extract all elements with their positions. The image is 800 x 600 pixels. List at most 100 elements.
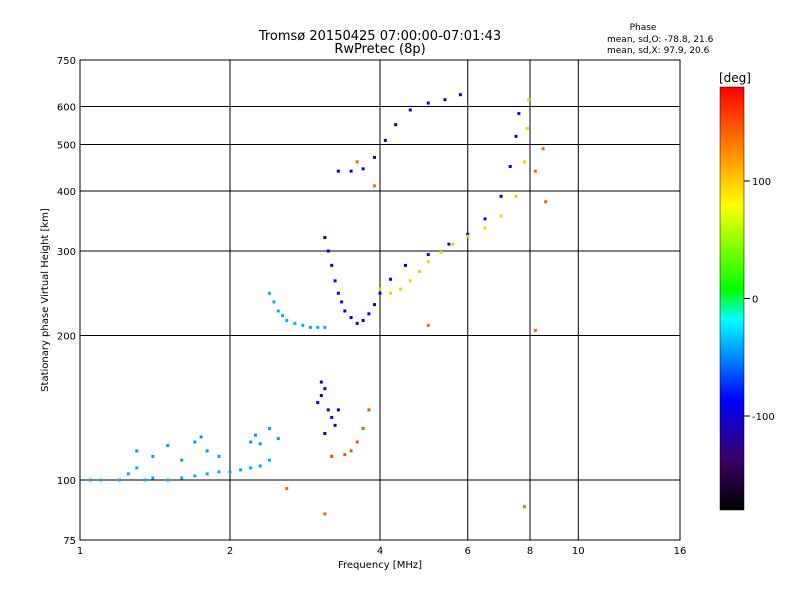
data-point — [330, 263, 334, 267]
data-point — [135, 449, 139, 453]
data-point — [389, 277, 393, 281]
data-point — [293, 321, 297, 325]
data-point — [389, 291, 393, 295]
data-point — [143, 478, 147, 482]
data-point — [166, 444, 170, 448]
data-point — [267, 427, 271, 431]
data-point — [355, 160, 359, 164]
data-point — [330, 415, 334, 419]
data-point — [403, 263, 407, 267]
data-point — [527, 98, 531, 102]
data-point — [276, 309, 280, 313]
x-tick-label: 4 — [377, 546, 383, 557]
data-point — [193, 440, 197, 444]
data-point — [514, 134, 518, 138]
data-point — [239, 468, 243, 472]
data-point — [323, 325, 327, 329]
data-point — [151, 454, 155, 458]
data-point — [126, 472, 130, 476]
y-tick-label: 300 — [57, 247, 76, 258]
data-point — [217, 454, 221, 458]
data-point — [349, 449, 353, 453]
x-tick-label: 1 — [77, 546, 83, 557]
data-point — [180, 476, 184, 480]
data-point — [367, 312, 371, 316]
data-point — [394, 123, 398, 127]
data-point — [193, 474, 197, 478]
plot-frame — [79, 59, 681, 541]
x-tick-label: 10 — [572, 546, 585, 557]
data-point — [323, 236, 327, 240]
data-point — [373, 303, 377, 307]
data-point — [523, 160, 527, 164]
data-point — [426, 260, 430, 264]
data-point — [408, 279, 412, 283]
data-point — [383, 138, 387, 142]
data-point — [301, 323, 305, 327]
data-point — [451, 242, 455, 246]
data-point — [258, 442, 262, 446]
data-point — [378, 291, 382, 295]
data-point — [417, 269, 421, 273]
data-point — [514, 194, 518, 198]
data-points — [89, 93, 548, 516]
data-point — [249, 440, 253, 444]
data-point — [533, 328, 537, 332]
colorbar-label: [deg] — [719, 71, 751, 85]
data-point — [343, 453, 347, 457]
data-point — [483, 217, 487, 221]
data-point — [340, 300, 344, 304]
data-point — [89, 478, 93, 482]
data-point — [117, 478, 121, 482]
data-point — [533, 169, 537, 173]
grid-lines — [80, 60, 680, 540]
data-point — [349, 169, 353, 173]
data-point — [253, 433, 257, 437]
data-point — [523, 505, 527, 509]
data-point — [378, 287, 382, 291]
data-point — [525, 126, 529, 130]
y-tick-label: 100 — [57, 476, 76, 487]
data-point — [466, 232, 470, 236]
data-point — [426, 323, 430, 327]
data-point — [349, 316, 353, 320]
data-point — [276, 437, 280, 441]
data-point — [267, 458, 271, 462]
data-point — [258, 464, 262, 468]
chart-subtitle: RwPretec (8p) — [334, 42, 425, 57]
data-point — [323, 432, 327, 436]
data-point — [458, 93, 462, 97]
data-point — [99, 478, 103, 482]
data-point — [336, 408, 340, 412]
data-point — [326, 249, 330, 253]
data-point — [483, 226, 487, 230]
data-point — [205, 472, 209, 476]
data-point — [399, 287, 403, 291]
data-point — [355, 321, 359, 325]
y-tick-label: 200 — [57, 332, 76, 343]
axis-ticks: 1 2 4 6 8 10 16 75 100 200 300 400 500 600 750 — [57, 56, 686, 557]
data-point — [180, 458, 184, 462]
data-point — [199, 435, 203, 439]
data-point — [205, 449, 209, 453]
data-point — [373, 184, 377, 188]
data-point — [367, 408, 371, 412]
data-point — [466, 234, 470, 238]
y-tick-label: 750 — [57, 56, 76, 67]
x-tick-label: 6 — [465, 546, 471, 557]
data-point — [439, 250, 443, 254]
x-axis-label: Frequency [MHz] — [338, 560, 422, 571]
data-point — [426, 253, 430, 257]
data-point — [135, 466, 139, 470]
data-point — [408, 108, 412, 112]
data-point — [355, 440, 359, 444]
data-point — [319, 394, 323, 398]
data-point — [326, 408, 330, 412]
data-point — [151, 476, 155, 480]
data-point — [336, 169, 340, 173]
data-point — [228, 470, 232, 474]
data-point — [333, 423, 337, 427]
data-point — [544, 200, 548, 204]
y-tick-label: 500 — [57, 141, 76, 152]
